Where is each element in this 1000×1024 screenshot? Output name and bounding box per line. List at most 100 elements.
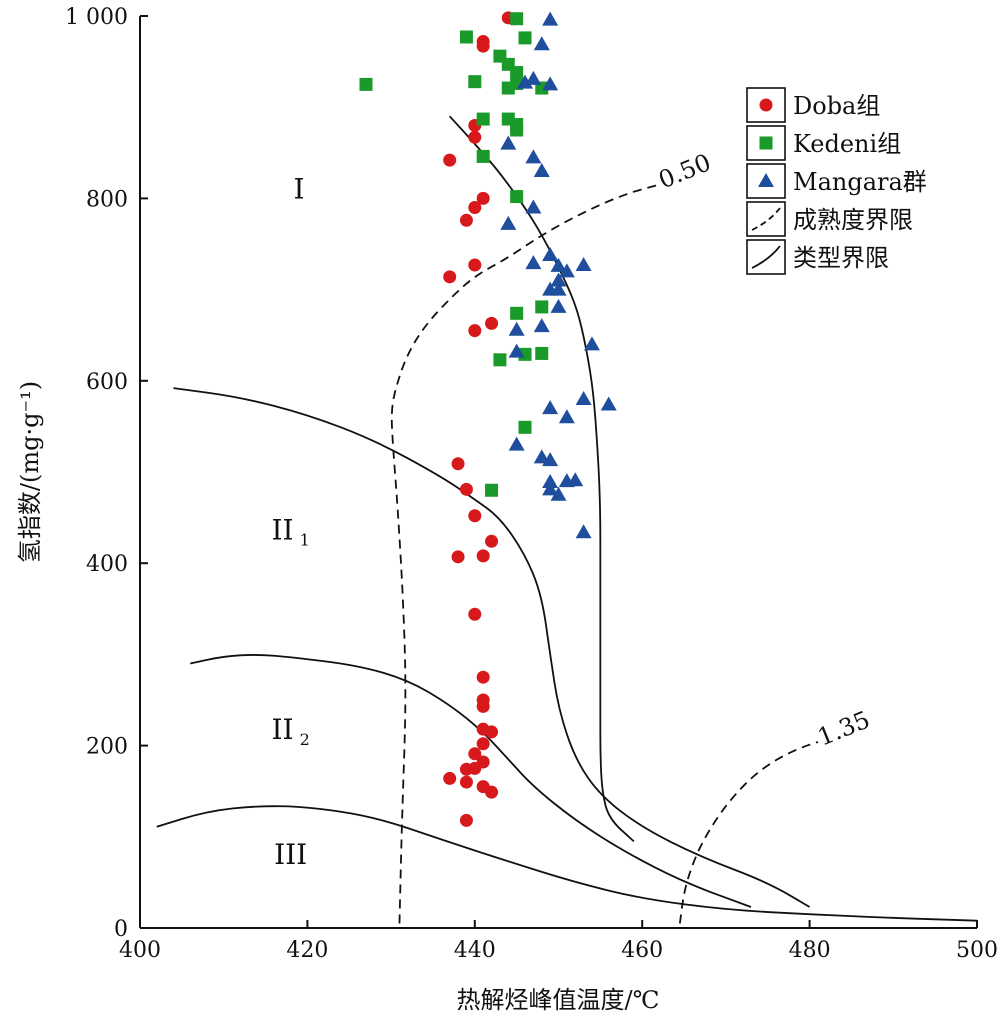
data-point-square [518,420,532,434]
data-points [359,11,617,827]
data-point-triangle [542,474,559,489]
data-point-circle [485,534,499,548]
y-tick-label: 0 [114,917,128,942]
data-point-triangle [542,481,559,496]
data-point-circle [476,191,490,205]
data-point-triangle [575,391,592,406]
data-point-triangle [533,318,550,333]
data-point-triangle [542,76,559,91]
data-point-triangle [525,199,542,214]
x-tick-label: 420 [286,938,328,963]
series-square [359,12,549,497]
y-tick-label: 200 [86,735,128,760]
data-point-triangle [550,281,567,296]
data-point-triangle [542,246,559,261]
maturity-boundary-label: 1.35 [814,706,874,752]
data-point-triangle [583,336,600,351]
x-tick-label: 500 [956,938,998,963]
x-tick-label: 480 [789,938,831,963]
data-point-circle [443,771,457,785]
data-point-circle [443,270,457,284]
data-point-triangle [525,70,542,85]
legend-swatch-box [746,163,786,199]
legend-marker-circle [759,98,773,112]
data-point-triangle [550,257,567,272]
type-boundary-curve [156,805,978,922]
data-point-triangle [533,36,550,51]
y-tick-label: 600 [86,370,128,395]
data-point-triangle [567,472,584,487]
data-point-triangle [508,436,525,451]
data-point-circle [468,258,482,272]
legend-label: Kedeni组 [793,130,901,158]
data-point-triangle [508,321,525,336]
x-tick-label: 460 [621,938,663,963]
data-point-triangle [575,256,592,271]
data-point-triangle [558,409,575,424]
legend-solid-line [751,245,781,269]
legend-label: Mangara群 [793,168,927,196]
data-point-triangle [600,396,617,411]
data-point-circle [476,737,490,751]
y-tick-label: 800 [86,187,128,212]
y-tick-label: 1 000 [65,5,128,30]
legend-item: 类型界限 [746,239,889,275]
type-boundary-curve [173,387,811,908]
data-point-circle [468,201,482,215]
data-point-circle [476,699,490,713]
x-axis-title: 热解烃峰值温度/℃ [457,986,660,1014]
data-point-square [518,31,532,45]
data-point-square [485,483,499,497]
legend-marker-triangle [758,173,774,187]
legend-swatch-box [746,201,786,237]
x-tick-label: 400 [119,938,161,963]
series-circle [443,11,515,827]
maturity-boundary-curve [678,741,819,924]
type-boundary-curve [190,654,752,908]
data-point-triangle [550,272,567,287]
data-point-circle [468,509,482,523]
data-point-circle [468,761,482,775]
maturity-boundary-curve [390,183,660,924]
data-point-square [510,12,524,26]
region-labels: I II 1 II 2 III [272,172,310,871]
data-point-triangle [542,11,559,26]
region-label: II 2 [272,713,310,749]
region-label: II 1 [272,513,310,549]
data-point-square [510,190,524,204]
data-point-circle [476,39,490,53]
data-point-triangle [517,74,534,89]
data-point-square [493,353,507,367]
maturity-boundary-label: 0.50 [655,148,715,194]
data-point-circle [468,130,482,144]
data-point-circle [451,457,465,471]
legend-label: 类型界限 [793,244,889,272]
data-point-circle [485,785,499,799]
data-point-triangle [558,263,575,278]
data-point-square [476,149,490,163]
data-point-circle [468,747,482,761]
data-point-circle [476,670,490,684]
series-triangle [500,11,617,539]
data-point-triangle [550,298,567,313]
data-point-triangle [500,135,517,150]
data-point-circle [476,549,490,563]
data-point-triangle [533,163,550,178]
data-point-circle [485,316,499,330]
legend-item: Kedeni组 [746,125,901,161]
data-point-triangle [575,524,592,539]
data-point-square [459,30,473,44]
data-point-square [510,66,524,80]
data-point-circle [459,775,473,789]
legend-swatch-box [746,239,786,275]
data-point-square [510,306,524,320]
data-point-triangle [525,255,542,270]
data-point-triangle [525,149,542,164]
data-point-circle [468,607,482,621]
axes [139,16,977,929]
data-point-circle [468,324,482,338]
legend-item: Doba组 [746,87,880,123]
x-tick-label: 440 [454,938,496,963]
